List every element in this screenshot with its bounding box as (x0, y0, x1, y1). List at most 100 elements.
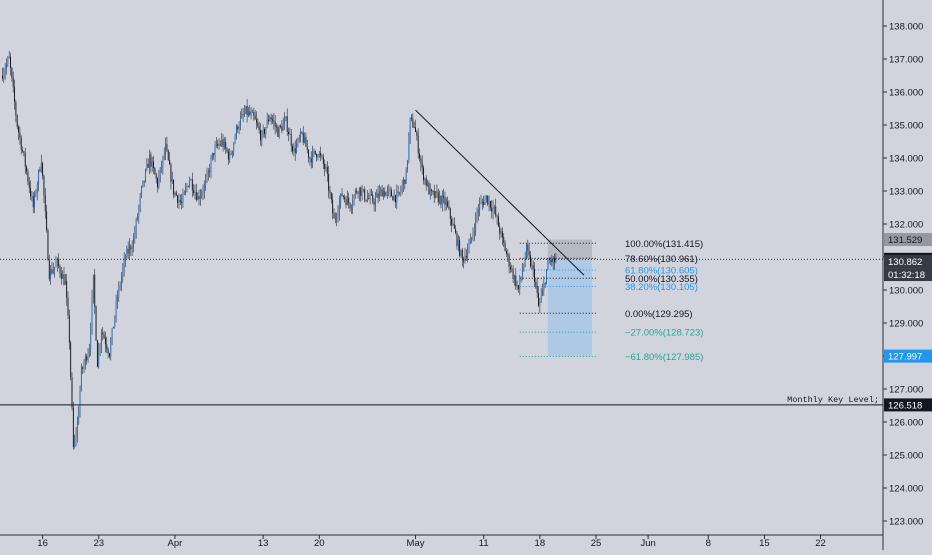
stop-zone[interactable] (547, 239, 592, 260)
candle-body (106, 344, 108, 350)
candle-body (468, 244, 470, 251)
candle-body (141, 186, 142, 196)
candle-body (509, 266, 511, 270)
candle-body (516, 285, 518, 287)
candle-body (154, 167, 156, 175)
candle-body (42, 162, 44, 176)
candle-body (241, 114, 243, 118)
candle-body (191, 179, 193, 191)
drawings[interactable]: Monthly Key Level; (0, 109, 883, 406)
candle-body (120, 276, 122, 286)
trendline[interactable] (415, 109, 585, 276)
candle-body (169, 159, 171, 165)
fib-level-label: −61.80%(127.985) (625, 352, 703, 363)
candle-body (546, 269, 547, 284)
candle-body (341, 193, 343, 196)
position-tool[interactable] (547, 239, 592, 357)
candle-body (239, 117, 241, 127)
candle-body (183, 191, 185, 195)
candle-body (431, 189, 433, 191)
candle-body (429, 189, 431, 195)
candle-body (352, 202, 354, 207)
candle-body (512, 268, 514, 279)
candle-body (31, 196, 33, 197)
candle-body (114, 316, 116, 327)
candle-body (182, 194, 184, 203)
candle-body (118, 286, 120, 298)
candle-body (205, 180, 207, 185)
candle-body (310, 158, 312, 163)
candle-body (389, 189, 391, 191)
candle-body (461, 250, 463, 259)
candle-body (112, 326, 114, 329)
y-tick-label: 126.000 (889, 418, 923, 429)
candle-body (314, 150, 316, 154)
candle-body (110, 341, 112, 357)
candle-body (443, 195, 445, 198)
candle-body (218, 144, 220, 146)
candle-body (465, 255, 467, 258)
fib-level-label: 100.00%(131.415) (625, 239, 703, 250)
candle-body (165, 143, 167, 155)
candle-body (415, 127, 416, 132)
candle-body (552, 257, 554, 263)
candle-body (178, 200, 180, 203)
candle-body (71, 376, 73, 408)
candle-body (171, 179, 173, 182)
candle-body (173, 179, 175, 195)
candle-body (262, 129, 264, 133)
candle-body (451, 218, 453, 226)
candle-body (193, 190, 195, 193)
candle-body (393, 195, 395, 201)
candle-body (126, 248, 128, 258)
candle-body (449, 208, 451, 219)
candle-body (207, 170, 209, 174)
candle-body (153, 161, 155, 168)
price-label-box (884, 255, 932, 269)
candle-body (222, 139, 224, 148)
candle-body (507, 253, 509, 255)
candle-body (83, 363, 85, 369)
candle-body (185, 188, 187, 192)
candle-body (484, 198, 486, 205)
candle-body (231, 150, 233, 155)
candle-body (364, 189, 366, 200)
candle-body (424, 178, 426, 181)
candle-body (111, 328, 113, 342)
candle-body (26, 166, 28, 172)
candle-body (127, 248, 129, 254)
fib-retracement[interactable]: 100.00%(131.415) 78.60%(130.961)61.80%(13… (519, 239, 704, 363)
fib-level-label: 38.20%(130.105) (625, 282, 698, 293)
candle-body (75, 435, 77, 439)
candle-body (278, 126, 280, 137)
candle-body (328, 173, 330, 191)
candle-body (123, 259, 125, 269)
y-tick-label: 127.000 (889, 385, 923, 396)
candle-body (286, 116, 288, 132)
candle-body (2, 75, 3, 79)
candle-body (519, 278, 521, 290)
candle-body (397, 191, 399, 193)
candle-body (237, 126, 239, 130)
candle-body (508, 254, 510, 267)
candle-body (170, 164, 172, 182)
candle-body (265, 127, 267, 134)
candle-body (409, 117, 411, 138)
candle-body (298, 138, 300, 139)
candle-body (485, 195, 487, 199)
candle-body (92, 274, 94, 298)
candle-body (528, 250, 530, 256)
candle-body (491, 207, 493, 212)
target-zone[interactable] (547, 259, 592, 357)
candle-body (60, 273, 62, 279)
candle-body (281, 126, 283, 131)
candle-body (439, 195, 441, 203)
candle-body (90, 329, 92, 350)
candle-body (420, 158, 422, 164)
y-tick-label: 132.000 (889, 220, 923, 231)
candle-body (88, 349, 90, 354)
candle-body (543, 283, 545, 291)
candle-body (56, 258, 58, 264)
